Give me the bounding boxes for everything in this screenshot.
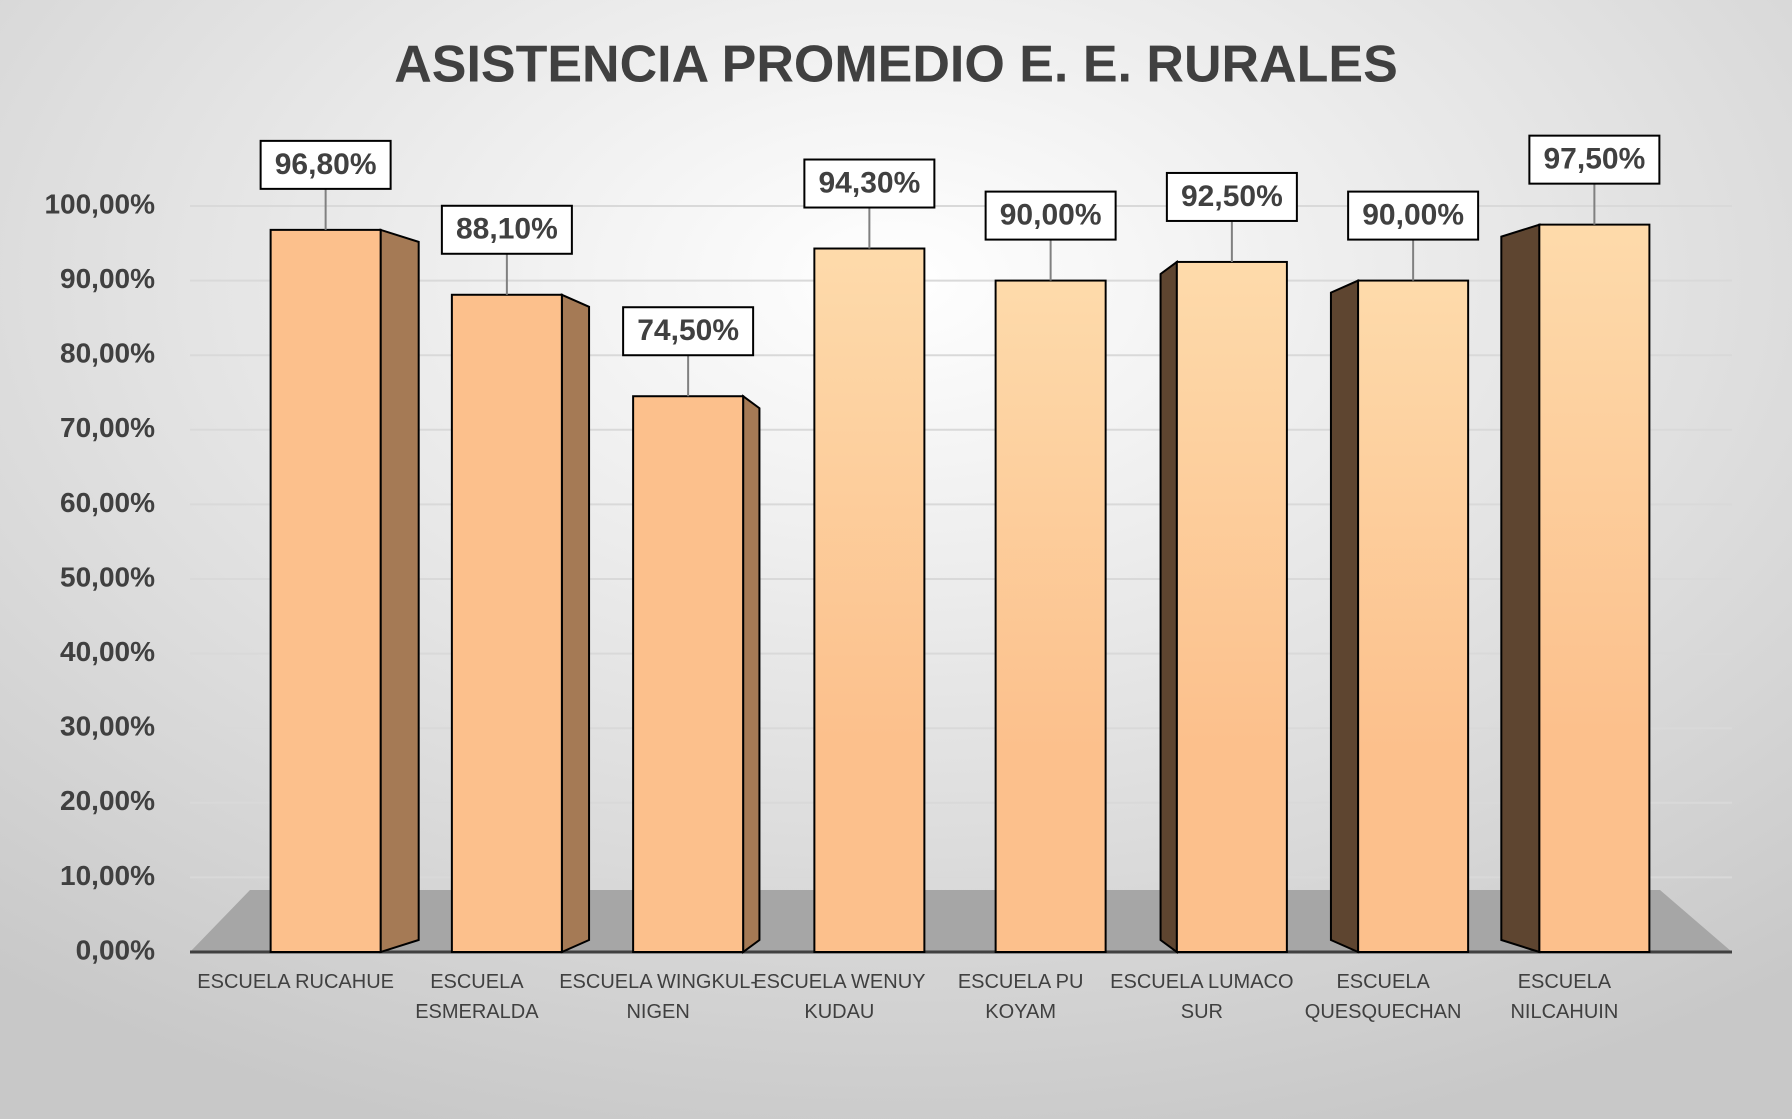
bar-highlight <box>996 281 1105 752</box>
value-label: 97,50% <box>1544 143 1646 176</box>
value-label-box <box>984 190 1117 241</box>
y-tick-label: 10,00% <box>60 860 155 891</box>
value-label: 74,50% <box>637 314 739 347</box>
x-tick-label: ESCUELA LUMACO SUR <box>1110 971 1294 1023</box>
value-label: 90,00% <box>1000 199 1102 232</box>
y-tick-label: 40,00% <box>60 636 155 667</box>
x-tick-label: ESCUELA NILCAHUIN <box>1510 971 1619 1023</box>
bar-highlight <box>1359 281 1468 752</box>
x-tick-label: ESCUELA PU KOYAM <box>957 971 1084 1023</box>
value-label-box <box>803 158 936 209</box>
y-tick-label: 20,00% <box>60 785 155 816</box>
y-tick-label: 80,00% <box>60 338 155 369</box>
bar-side <box>379 228 420 954</box>
y-tick-label: 30,00% <box>60 711 155 742</box>
bar <box>450 293 563 953</box>
value-label: 90,00% <box>1362 199 1464 232</box>
chart-title: ASISTENCIA PROMEDIO E. E. RURALES <box>394 36 1398 94</box>
value-label-box <box>1347 190 1480 241</box>
bar <box>269 228 382 953</box>
bar-highlight <box>1177 262 1286 746</box>
value-label: 88,10% <box>456 213 558 246</box>
bar-side <box>1329 279 1360 954</box>
value-label-box <box>1165 171 1298 222</box>
x-tick-label: ESCUELA WENUY KUDAU <box>753 971 926 1023</box>
bar-side <box>742 394 761 954</box>
value-label: 92,50% <box>1181 180 1283 213</box>
y-tick-label: 100,00% <box>44 188 155 219</box>
bar-highlight <box>815 249 924 742</box>
x-tick-label: ESCUELA WINGKUL-NIGEN <box>559 971 758 1023</box>
bar-side <box>1159 259 1178 954</box>
bar-side <box>1500 223 1541 954</box>
value-label: 96,80% <box>275 148 377 181</box>
bar-highlight <box>1540 225 1649 735</box>
y-tick-label: 60,00% <box>60 487 155 518</box>
x-tick-label: ESCUELA RUCAHUE <box>197 971 394 993</box>
bar-side <box>560 293 591 954</box>
x-tick-label: ESCUELA QUESQUECHAN <box>1304 971 1462 1023</box>
y-tick-label: 50,00% <box>60 561 155 592</box>
x-tick-label: ESCUELA ESMERALDA <box>415 971 539 1023</box>
value-label-box <box>440 204 573 255</box>
value-label-box <box>259 139 392 190</box>
y-tick-label: 0,00% <box>76 934 155 965</box>
value-label-box <box>1528 134 1661 185</box>
y-tick-label: 70,00% <box>60 412 155 443</box>
bar <box>632 395 745 954</box>
value-label-box <box>622 306 755 357</box>
value-label: 94,30% <box>819 166 921 199</box>
y-tick-label: 90,00% <box>60 263 155 294</box>
